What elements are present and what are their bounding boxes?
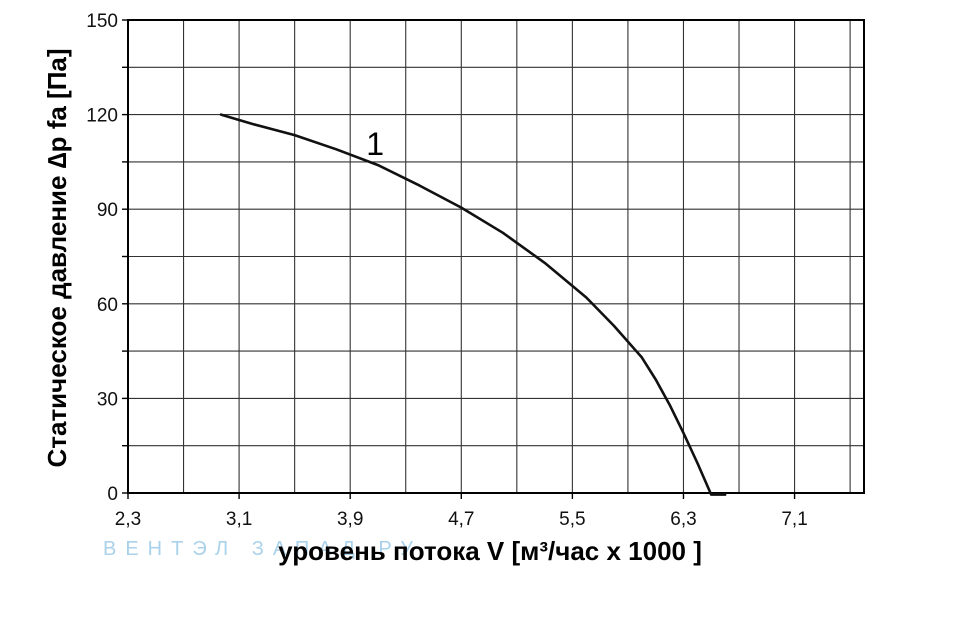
y-tick-labels: 0 30 60 90 120 150: [86, 11, 118, 505]
y-tick-label: 60: [97, 295, 118, 316]
x-tick-label: 6,3: [670, 509, 696, 530]
y-tick-label: 120: [86, 106, 118, 127]
y-tick-label: 150: [86, 11, 118, 32]
y-tick-label: 90: [97, 200, 118, 221]
x-tick-label: 3,9: [337, 509, 363, 530]
x-tick-label: 2,3: [115, 509, 141, 530]
y-axis-title: Статическое давление ∆p fa [Па]: [42, 48, 72, 467]
x-axis-title: уровень потока V [м³/час x 1000 ]: [278, 536, 702, 566]
x-tick-labels: 2,3 3,1 3,9 4,7 5,5 6,3 7,1: [115, 509, 808, 530]
grid: [122, 19, 864, 499]
x-tick-label: 7,1: [781, 509, 807, 530]
watermark-text: ВЕНТЭЛ ЗАПАД.РУ: [103, 538, 422, 560]
plot-border: [127, 19, 865, 494]
series-label-1: 1: [366, 126, 384, 162]
y-tick-label: 0: [107, 484, 118, 505]
y-tick-label: 30: [97, 389, 118, 410]
x-tick-label: 3,1: [226, 509, 252, 530]
series-line-1: [219, 113, 727, 496]
x-tick-label: 5,5: [559, 509, 585, 530]
x-tick-label: 4,7: [448, 509, 474, 530]
